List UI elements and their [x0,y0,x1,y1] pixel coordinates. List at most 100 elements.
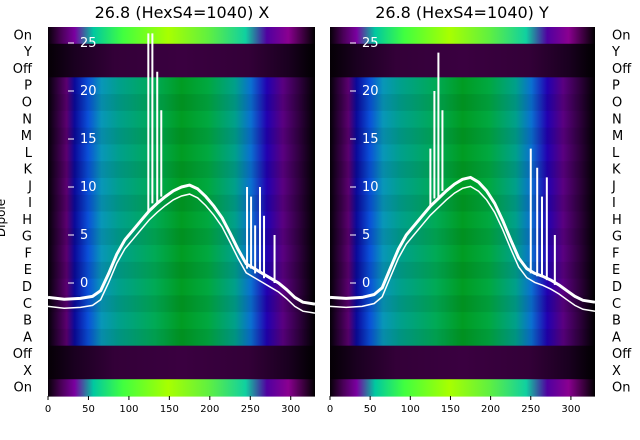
category-label: K [612,163,621,178]
heatmap-row-n [330,110,595,129]
y-tick-label: 15 [362,132,379,147]
category-label: G [612,230,622,245]
heatmap-row-e [330,261,595,280]
heatmap-row-i [48,194,315,213]
heatmap-row-c [48,295,315,313]
heatmap-band [48,127,315,145]
category-label: O [22,95,32,110]
y-tick-label: 5 [80,228,88,243]
heatmap-row-off [330,60,595,78]
x-tick-label: 250 [241,404,260,415]
category-label: I [28,196,32,211]
heatmap-row-c [330,295,595,313]
y-axis-label: Dipole [0,199,8,237]
heatmap-band [330,295,595,313]
category-label: X [23,364,32,379]
x-tick-label: 200 [200,404,219,415]
y-tick-label: 5 [362,228,370,243]
heatmap-row-h [48,211,315,229]
category-label: H [612,213,622,228]
x-tick-label: 100 [119,404,138,415]
heatmap-row-l [330,144,595,162]
heatmap-row-a [48,328,315,347]
category-label: E [612,263,620,278]
heatmap-row-on [48,379,315,397]
x-tick-label: 0 [45,404,51,415]
heatmap-row-p [330,77,595,95]
heatmap-row-off [330,345,595,364]
category-label: E [24,263,32,278]
y-tick-label: 20 [362,84,379,99]
category-label: Y [611,45,620,60]
profile-line [329,175,596,304]
category-label: P [612,79,620,94]
heatmap-row-x [48,362,315,380]
heatmap-row-off [48,345,315,364]
heatmap-band [48,161,315,178]
category-label: P [24,79,32,94]
heatmap-band [330,94,595,111]
heatmap-row-off [48,60,315,78]
heatmap-band [48,328,315,346]
heatmap-left [48,27,315,397]
heatmap-row-a [330,328,595,347]
x-tick-label: 0 [327,404,333,415]
line-y-ticks-left: 25 20 15 10 5 0 [68,36,97,291]
category-label: Off [13,62,33,77]
chart-title-left: 26.8 (HexS4=1040) X [95,3,270,22]
category-label: D [22,280,32,295]
y-tick-label: 20 [80,84,97,99]
heatmap-band [48,228,315,246]
category-label: L [612,146,620,161]
x-tick-label: 150 [441,404,460,415]
heatmap-row-g [330,228,595,246]
profile-line-secondary [47,193,316,314]
x-tick-label: 300 [561,404,580,415]
heatmap-row-on [330,379,595,397]
category-label: Off [13,347,33,362]
category-label: B [23,314,32,329]
category-label: I [612,196,616,211]
category-label: C [23,297,32,312]
category-label: H [22,213,32,228]
x-tick-label: 150 [160,404,179,415]
heatmap-band [330,261,595,279]
heatmap-row-k [48,161,315,179]
x-tick-label: 250 [521,404,540,415]
category-label: On [14,28,32,43]
category-label: Off [612,62,632,77]
heatmap-band [48,194,315,212]
category-label: On [14,381,32,396]
category-label: On [612,28,630,43]
heatmap-band [48,295,315,313]
y-tick-label: 25 [362,36,379,51]
heatmap-row-i [330,194,595,213]
category-label: J [611,179,616,194]
category-label: O [612,95,622,110]
category-label: G [22,230,32,245]
panel-left: 26.8 (HexS4=1040) X Dipole On Y Off PONMLKJ… [0,3,316,415]
category-label: On [612,381,630,396]
heatmap-row-o [330,94,595,112]
heatmap-row-p [48,77,315,95]
heatmap-row-d [330,278,595,296]
y-tick-label: 0 [80,276,88,291]
chart-title-right: 26.8 (HexS4=1040) Y [375,3,549,22]
x-tick-label: 200 [481,404,500,415]
heatmap-row-on [48,27,315,45]
panel-right: 26.8 (HexS4=1040) Y On Y Off PONMLKJIHGFEDC… [327,3,632,415]
x-tick-label: 50 [364,404,377,415]
category-label: Y [23,45,32,60]
category-label: N [22,112,32,127]
profile-line-secondary [329,185,596,312]
x-tick-label: 300 [281,404,300,415]
profile-line [47,183,316,306]
heatmap-row-y [330,43,595,62]
heatmap-row-x [330,362,595,380]
heatmap-row-on [330,27,595,45]
x-tick-label: 50 [82,404,95,415]
x-tick-label: 100 [401,404,420,415]
heatmap-band [330,194,595,212]
y-tick-label: 10 [80,180,97,195]
